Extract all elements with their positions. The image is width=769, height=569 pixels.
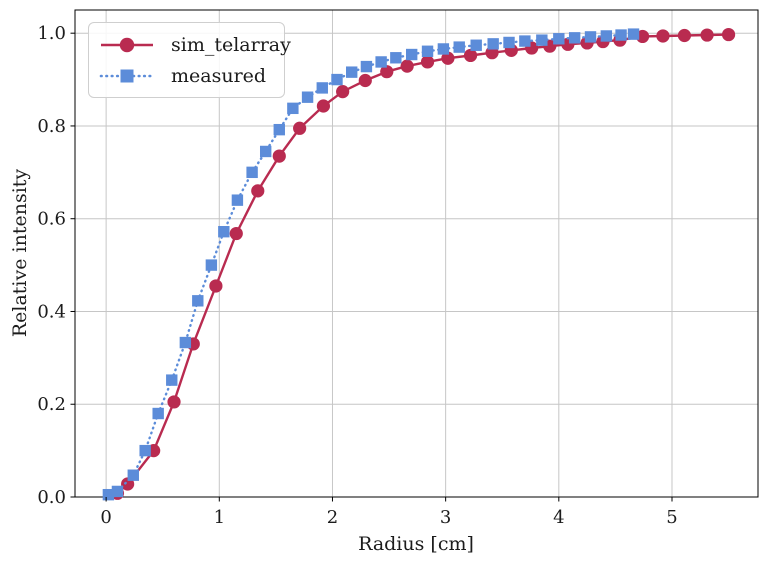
y-tick-label: 0.2 bbox=[37, 394, 66, 415]
x-axis-label: Radius [cm] bbox=[358, 533, 474, 555]
y-tick-label: 0.8 bbox=[37, 116, 66, 137]
data-point-measured bbox=[231, 194, 244, 206]
x-tick-label: 2 bbox=[327, 507, 338, 528]
data-point-sim_telarray bbox=[229, 226, 243, 241]
data-point-measured bbox=[503, 36, 515, 49]
data-point-sim_telarray bbox=[336, 85, 350, 99]
data-point-sim_telarray bbox=[400, 59, 414, 73]
data-point-measured bbox=[453, 41, 465, 53]
data-point-measured bbox=[111, 485, 124, 498]
data-point-measured bbox=[487, 38, 499, 50]
y-axis-label: Relative intensity bbox=[9, 169, 31, 338]
data-point-measured bbox=[287, 102, 299, 115]
x-tick-label: 4 bbox=[553, 507, 564, 528]
data-point-sim_telarray bbox=[167, 395, 181, 409]
data-point-measured bbox=[166, 374, 178, 386]
data-point-measured bbox=[102, 488, 115, 501]
data-point-measured bbox=[375, 56, 387, 68]
legend-label-sim-telarray: sim_telarray bbox=[171, 33, 291, 56]
y-tick-label: 1.0 bbox=[37, 23, 66, 44]
x-tick-label: 1 bbox=[214, 507, 225, 528]
data-point-measured bbox=[301, 91, 314, 103]
data-point-sim_telarray bbox=[251, 184, 265, 198]
x-tick-label: 3 bbox=[440, 507, 451, 528]
data-point-measured bbox=[152, 407, 164, 420]
legend: sim_telarray measured bbox=[88, 22, 291, 98]
data-point-sim_telarray bbox=[380, 65, 394, 79]
legend-label-measured: measured bbox=[171, 64, 267, 87]
data-point-measured bbox=[273, 123, 285, 136]
data-point-measured bbox=[405, 48, 418, 61]
data-point-sim_telarray bbox=[316, 99, 331, 113]
series-layer bbox=[102, 27, 736, 501]
data-point-sim_telarray bbox=[358, 73, 372, 88]
data-point-measured bbox=[437, 43, 450, 55]
data-point-measured bbox=[390, 52, 402, 64]
data-point-sim_telarray bbox=[272, 149, 286, 163]
data-point-measured bbox=[331, 73, 343, 86]
y-tick-label: 0.4 bbox=[37, 301, 66, 322]
circle-marker-icon bbox=[119, 37, 135, 52]
data-point-sim_telarray bbox=[293, 121, 307, 135]
data-point-sim_telarray bbox=[209, 279, 223, 293]
data-point-measured bbox=[627, 28, 640, 40]
data-point-measured bbox=[205, 259, 218, 271]
data-point-measured bbox=[259, 145, 272, 158]
data-point-measured bbox=[192, 295, 204, 307]
axis-layer: 0 1 2 3 4 5 0.0 0.2 0.4 0.6 0.8 1.0 bbox=[37, 23, 677, 528]
data-point-sim_telarray bbox=[721, 27, 736, 42]
data-point-measured bbox=[600, 30, 613, 42]
sim-telarray-line-sample bbox=[101, 37, 153, 52]
data-point-sim_telarray bbox=[441, 51, 455, 65]
data-point-measured bbox=[584, 31, 597, 43]
legend-item-measured: measured bbox=[99, 60, 284, 91]
data-point-measured bbox=[536, 34, 548, 46]
data-point-measured bbox=[470, 39, 482, 51]
data-point-measured bbox=[139, 444, 151, 457]
measured-line-sample bbox=[99, 69, 155, 82]
data-point-sim_telarray bbox=[420, 55, 435, 69]
y-tick-label: 0.0 bbox=[37, 487, 66, 508]
data-point-measured bbox=[246, 166, 258, 179]
data-point-measured bbox=[179, 336, 192, 349]
plot-border bbox=[74, 9, 759, 498]
data-point-sim_telarray bbox=[700, 28, 714, 42]
data-point-measured bbox=[360, 60, 373, 73]
data-point-measured bbox=[127, 469, 139, 481]
data-point-sim_telarray bbox=[656, 29, 670, 43]
square-marker-icon bbox=[120, 69, 134, 82]
x-tick-label: 5 bbox=[666, 507, 677, 528]
data-point-measured bbox=[519, 35, 531, 47]
legend-item-sim-telarray: sim_telarray bbox=[99, 29, 291, 60]
data-point-measured bbox=[218, 226, 230, 238]
x-tick-label: 0 bbox=[100, 507, 111, 528]
data-point-sim_telarray bbox=[463, 48, 478, 63]
data-point-measured bbox=[553, 33, 565, 45]
data-point-measured bbox=[316, 82, 328, 94]
series-line-measured bbox=[107, 32, 635, 496]
y-tick-label: 0.6 bbox=[37, 209, 66, 230]
data-point-measured bbox=[346, 66, 358, 78]
data-point-sim_telarray bbox=[635, 29, 650, 44]
data-point-measured bbox=[421, 45, 434, 57]
data-point-measured bbox=[568, 32, 581, 44]
data-point-measured bbox=[615, 29, 627, 41]
data-point-sim_telarray bbox=[677, 28, 692, 43]
